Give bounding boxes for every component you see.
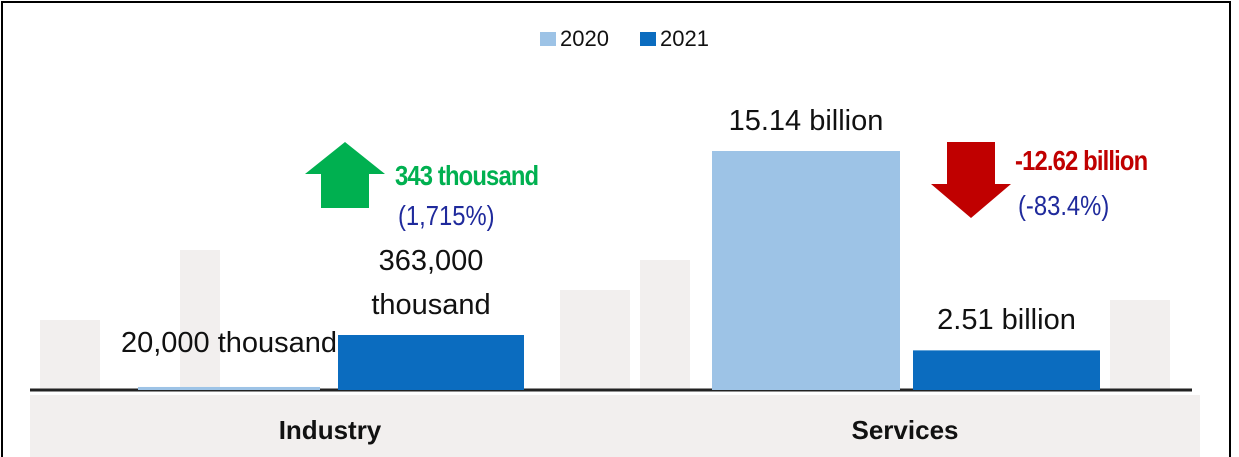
bar [138,386,320,390]
value-label: 2.51 billion [937,304,1076,337]
skyline [30,250,1200,457]
change-label: -12.62 billion [1015,145,1148,176]
bar [913,350,1100,390]
category-label: Industry [278,415,382,445]
legend-swatch [640,32,656,46]
legend-swatch [540,32,556,46]
percent-label: (-83.4%) [1018,190,1110,221]
value-label: 15.14 billion [728,105,884,137]
change-arrow [305,142,385,208]
bar [712,151,900,390]
percent-label: (1,715%) [398,200,495,231]
change-arrow [931,142,1011,218]
legend-label: 2020 [560,26,609,51]
change-label: 343 thousand [395,160,539,191]
legend-label: 2021 [660,26,709,51]
value-label: 20,000 thousand [120,326,338,359]
category-label: Services [851,415,959,445]
bar [338,335,524,390]
value-label: 363,000 thousand [371,245,491,321]
